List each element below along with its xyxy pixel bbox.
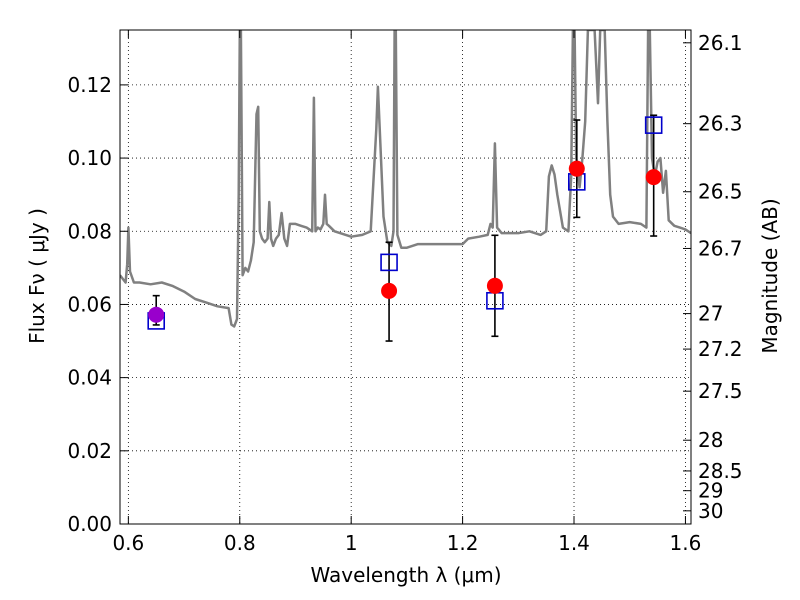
model-spectrum-line xyxy=(120,30,691,328)
synthetic-photometry-square xyxy=(380,253,398,272)
x-tick-label: 0.8 xyxy=(224,531,256,555)
right-tick-label: 30 xyxy=(698,499,723,523)
x-tick-label: 1 xyxy=(345,531,358,555)
right-tick-label: 27 xyxy=(698,302,723,326)
observed-photometry-point xyxy=(486,277,503,294)
observed-photometry-point xyxy=(568,160,585,177)
right-tick-label: 26.3 xyxy=(698,112,743,136)
synthetic-photometry-square xyxy=(644,116,663,134)
right-tick-label: 28 xyxy=(698,428,723,452)
right-tick-label: 26.5 xyxy=(698,180,743,204)
observed-photometry-point xyxy=(645,169,662,186)
x-tick-label: 1.6 xyxy=(670,531,702,555)
y-tick-label: 0.08 xyxy=(67,219,112,243)
axis-ticks: 0.6 0.8 1 1.2 1.4 1.6 0.00 0.02 0.04 0.06 0.08 0.10… xyxy=(67,30,743,555)
right-axis-label: Magnitude (AB) xyxy=(758,198,782,353)
x-tick-label: 1.2 xyxy=(447,531,479,555)
y-tick-label: 0.00 xyxy=(67,512,112,536)
right-tick-label: 27.5 xyxy=(698,379,743,403)
y-tick-label: 0.10 xyxy=(67,146,112,170)
right-tick-label: 26.7 xyxy=(698,236,743,260)
y-tick-label: 0.12 xyxy=(67,73,112,97)
observed-photometry-point xyxy=(148,306,165,323)
observed-points-layer xyxy=(148,160,662,323)
synthetic-squares-layer xyxy=(147,116,663,330)
right-tick-label: 29 xyxy=(698,479,723,503)
right-tick-label: 27.2 xyxy=(698,337,743,361)
right-tick-label: 28.5 xyxy=(698,459,743,483)
y-tick-label: 0.02 xyxy=(67,439,112,463)
x-tick-label: 1.4 xyxy=(558,531,590,555)
model-spectrum-layer xyxy=(120,30,691,328)
x-axis-label: Wavelength λ (μm) xyxy=(310,563,501,587)
plot-frame xyxy=(119,29,692,525)
y-axis-label: Flux Fν ( μJy ) xyxy=(25,208,49,344)
y-tick-label: 0.06 xyxy=(67,292,112,316)
right-tick-label: 26.1 xyxy=(698,31,743,55)
y-tick-label: 0.04 xyxy=(67,366,112,390)
grid-lines xyxy=(120,30,691,525)
observed-photometry-point xyxy=(381,282,398,299)
x-tick-label: 0.6 xyxy=(112,531,144,555)
